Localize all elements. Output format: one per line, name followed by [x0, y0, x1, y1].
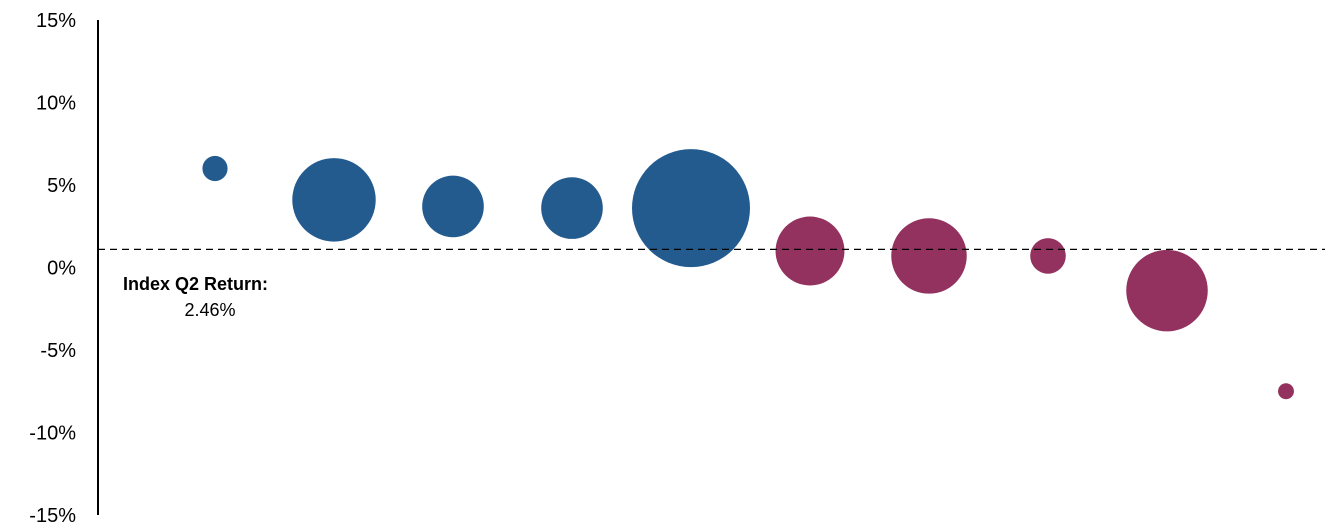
y-tick-label: -5% [40, 340, 76, 362]
y-tick-label: 5% [47, 175, 76, 197]
bubble [775, 216, 845, 286]
y-tick-label: -10% [29, 423, 76, 445]
y-tick-label: -15% [29, 505, 76, 525]
bubble [1030, 238, 1066, 274]
bubble-group [202, 149, 1294, 400]
annotation-value: 2.46% [184, 300, 235, 320]
bubble [202, 155, 228, 182]
bubble [1278, 383, 1294, 400]
annotation-title: Index Q2 Return: [123, 274, 268, 294]
bubble [891, 218, 967, 294]
bubble [422, 175, 484, 238]
y-tick-label: 0% [47, 258, 76, 280]
y-axis-ticks: 15% 10% 5% 0% -5% -10% -15% [29, 10, 76, 525]
y-tick-label: 15% [36, 10, 76, 32]
bubble [292, 158, 376, 242]
bubble [1126, 249, 1208, 332]
bubble [632, 149, 750, 268]
y-tick-label: 10% [36, 93, 76, 115]
bubble [541, 177, 603, 239]
